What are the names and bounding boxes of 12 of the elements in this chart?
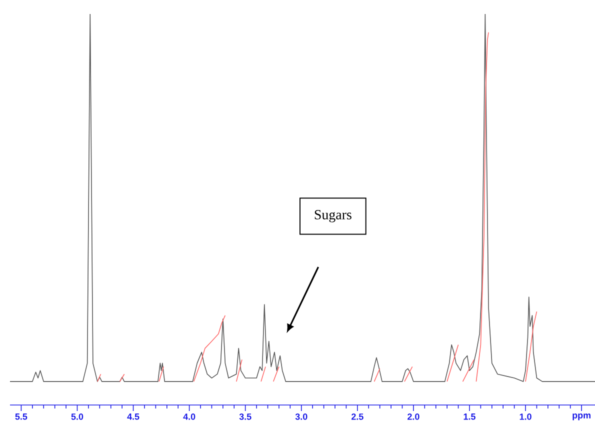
x-tick-label: 5.0 bbox=[71, 414, 84, 420]
x-tick-label: 2.5 bbox=[351, 414, 364, 420]
x-tick-label: 3.0 bbox=[295, 414, 308, 420]
x-tick-label: 1.0 bbox=[520, 414, 532, 420]
x-tick-label: ppm bbox=[572, 414, 590, 420]
x-tick-label: 5.5 bbox=[15, 414, 28, 420]
x-tick-label: 3.5 bbox=[239, 414, 252, 420]
x-tick-label: 4.5 bbox=[127, 414, 140, 420]
annotation: Sugars bbox=[314, 210, 352, 222]
x-tick-label: 4.0 bbox=[183, 414, 196, 420]
x-tick-label: 2.0 bbox=[408, 414, 420, 420]
x-tick-label: 1.5 bbox=[464, 414, 476, 420]
